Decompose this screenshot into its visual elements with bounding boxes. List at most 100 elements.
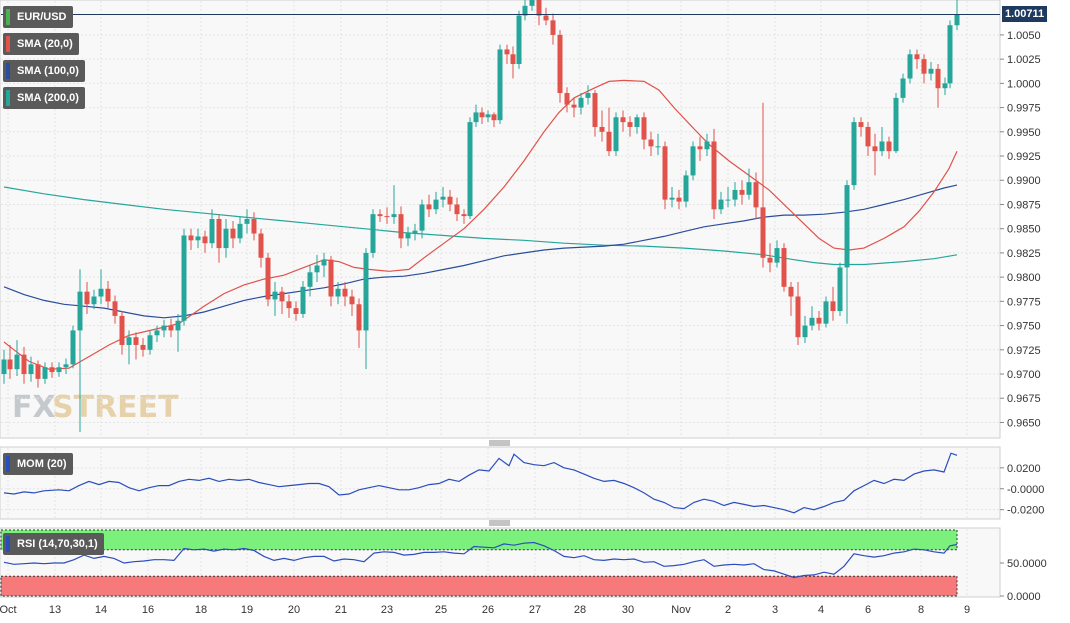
candle-body [767,257,773,263]
candle [529,0,535,11]
candle-body [119,315,125,345]
candle-body [35,364,41,379]
candle-body [627,122,633,127]
x-tick-label: 30 [622,604,634,616]
candle-body [830,301,836,312]
candle [823,296,829,328]
candle [564,87,570,113]
candle-body [251,219,257,234]
candle [467,117,473,219]
candle [70,325,76,369]
y-tick-label: 1.0050 [1007,30,1041,42]
candle [599,110,605,142]
sma100-line [3,184,958,319]
candle [907,49,913,84]
candle [585,85,591,105]
candle [739,180,745,205]
candle [147,330,153,355]
candle-body [879,141,885,152]
x-tick-label: 27 [529,604,541,616]
candle-body [510,54,516,64]
candle [216,214,222,263]
candle [314,254,320,282]
candle-body [954,14,960,26]
candle-body [788,286,794,297]
watermark-part-street: STREET [52,390,179,425]
candles [1,0,960,433]
candle-body [928,68,934,74]
candle-body [753,182,759,208]
candle [433,191,439,215]
candle-body [105,288,111,302]
candle [454,197,460,221]
candle [49,362,55,378]
x-axis-labels: Oct 13 14 16 18 19 20 21 23 25 26 27 28 30 Nov 2 3 4 6 8 9 [0,604,970,616]
x-tick-label: 23 [381,604,393,616]
candle-body [935,68,941,89]
candle [335,281,341,305]
candle-body [419,204,425,231]
candle [491,112,497,127]
sma20-line [3,79,958,370]
candle-body [641,117,647,140]
y-tick-label: 0.9675 [1007,393,1041,405]
candle-body [230,228,236,239]
x-tick-label: 25 [435,604,447,616]
current-price-text: 1.00711 [1005,8,1045,21]
candle [536,0,542,26]
sma20-label[interactable]: SMA (20,0) [3,33,79,55]
mom-y-tick-label: -0.0200 [1007,505,1044,517]
candle [504,44,510,64]
sma200-label-text: SMA (200,0) [17,92,79,104]
candle [195,228,201,249]
candle-body [571,104,577,108]
sma200-label[interactable]: SMA (200,0) [3,87,85,109]
candle-body [307,272,313,287]
candle-body [543,15,549,21]
sma200-swatch [6,90,10,106]
candle-body [585,93,591,98]
candle [914,49,920,69]
candle [279,286,285,314]
candle [606,107,612,157]
candle [928,62,934,81]
candle-body [447,196,453,205]
candle-body [279,291,285,302]
candle [21,346,27,384]
candle-body [237,223,243,239]
watermark-part-fx: FX [12,390,56,425]
candle [7,344,13,379]
y-tick-label: 0.9825 [1007,248,1041,260]
rsi-label[interactable]: RSI (14,70,30,1) [3,533,104,555]
candle [391,185,397,224]
mom-y-tick-label: 0.0200 [1007,463,1041,475]
candle [244,209,250,234]
sma100-label[interactable]: SMA (100,0) [3,60,85,82]
candle-body [335,288,341,297]
candle-body [28,364,34,375]
candle-body [356,304,362,331]
candle-body [578,97,584,108]
rsi-oversold-zone [0,575,958,597]
y-tick-label: 0.9725 [1007,345,1041,357]
candle [872,133,878,176]
candle [202,230,208,253]
instrument-label[interactable]: EUR/USD [3,6,73,28]
candle [648,131,654,157]
candle [56,362,62,377]
mom-label[interactable]: MOM (20) [3,453,73,475]
y-tick-label: 0.9650 [1007,417,1041,429]
pane-resize-handle-rsi[interactable] [489,520,510,526]
candle-body [405,233,411,239]
candle [550,13,556,45]
pane-resize-handle-mom[interactable] [489,440,510,446]
candle [788,281,794,316]
candle-body [718,199,724,210]
x-tick-label: 20 [288,604,300,616]
candle [405,226,411,247]
candle-body [942,83,948,89]
candle-body [467,122,473,217]
rsi-y-tick-label: 0.0000 [1007,591,1041,603]
rsi-line [3,541,958,579]
candle [886,136,892,159]
